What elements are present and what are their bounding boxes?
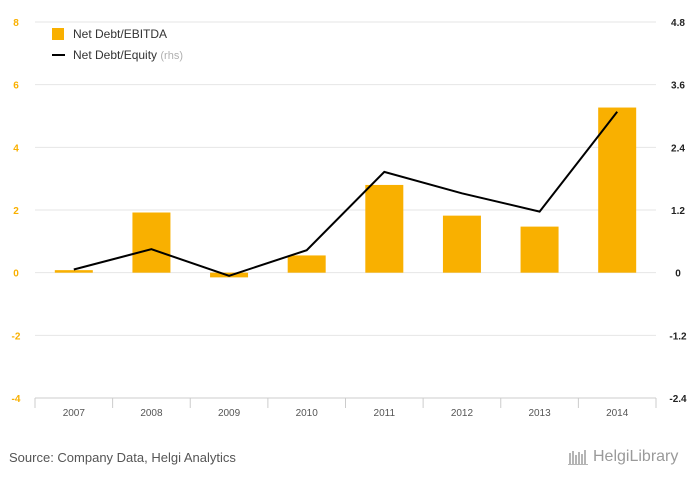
left-axis-tick-label: 2 — [13, 206, 19, 217]
x-axis-tick-label: 2011 — [374, 408, 396, 419]
legend-label-bar: Net Debt/EBITDA — [73, 27, 167, 41]
library-icon — [568, 450, 588, 465]
legend-line-suffix: (rhs) — [160, 50, 183, 62]
left-axis-tick-label: -2 — [12, 331, 21, 342]
x-axis-tick-label: 2007 — [63, 408, 86, 419]
line-net-debt-equity — [73, 111, 618, 277]
legend-line-name: Net Debt/Equity — [73, 48, 160, 62]
right-axis-tick-label: 4.8 — [671, 18, 685, 29]
right-axis-tick-label: -1.2 — [669, 331, 687, 342]
x-axis-tick-label: 2012 — [451, 408, 474, 419]
x-axis-tick-label: 2009 — [218, 408, 241, 419]
bar-net-debt-ebitda — [54, 270, 93, 273]
left-axis-tick-label: -4 — [12, 394, 21, 405]
right-axis-tick-label: -2.4 — [669, 394, 687, 405]
logo-text: HelgiLibrary — [593, 448, 679, 465]
chart: 8 6 4 2 0 -2 -4 4.8 3.6 2.4 1.2 0 -1.2 -2.4 2007 2008 20… — [12, 18, 688, 419]
bar-net-debt-ebitda — [132, 212, 171, 273]
bar-net-debt-ebitda — [442, 215, 481, 273]
left-axis-tick-label: 4 — [13, 143, 19, 154]
right-axis-tick-label: 3.6 — [671, 81, 685, 92]
bar-net-debt-ebitda — [598, 107, 637, 273]
helgi-library-logo: HelgiLibrary — [568, 448, 678, 466]
bar-net-debt-ebitda — [365, 184, 404, 273]
source-note: Source: Company Data, Helgi Analytics — [9, 450, 236, 465]
left-axis-tick-label: 6 — [13, 81, 19, 92]
left-axis-tick-label: 8 — [13, 18, 19, 29]
x-axis-tick-label: 2008 — [140, 408, 163, 419]
legend-label-line: Net Debt/Equity (rhs) — [73, 48, 183, 62]
x-axis-tick-label: 2010 — [296, 408, 319, 419]
right-axis-tick-label: 1.2 — [671, 206, 685, 217]
right-axis-tick-label: 0 — [675, 269, 681, 280]
bar-net-debt-ebitda — [520, 226, 559, 273]
right-axis-tick-label: 2.4 — [671, 143, 685, 154]
legend-swatch-bar — [52, 28, 64, 40]
x-axis-tick-label: 2013 — [528, 408, 551, 419]
left-axis-tick-label: 0 — [13, 269, 19, 280]
x-axis-tick-label: 2014 — [606, 408, 629, 419]
bar-net-debt-ebitda — [287, 255, 326, 273]
